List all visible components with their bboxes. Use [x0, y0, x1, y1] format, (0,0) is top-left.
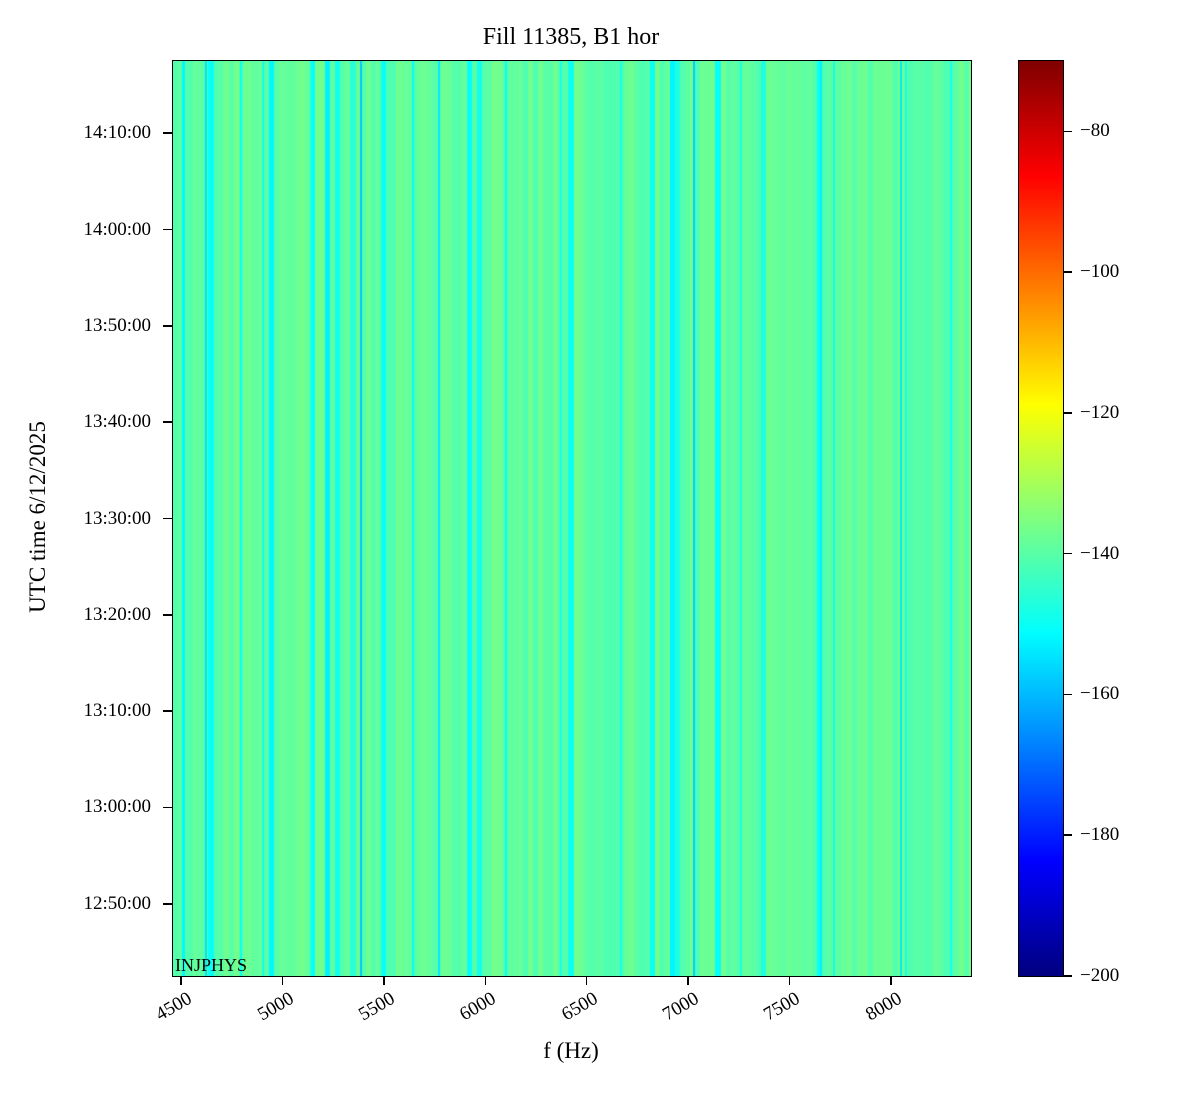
annotation-injphys: INJPHYS [175, 955, 248, 975]
colorbar-tick-label: −160 [1080, 683, 1120, 705]
colorbar-tick-mark [1064, 271, 1072, 273]
x-tick-label: 5000 [253, 988, 297, 1026]
x-tick-mark [281, 977, 284, 985]
colorbar-tick-label: −120 [1080, 401, 1120, 423]
y-axis-ticks: 14:10:00 14:00:00 13:50:00 13:40:00 13:30:00… [0, 0, 157, 1100]
x-tick-mark [585, 977, 588, 985]
x-tick-label: 8000 [861, 988, 906, 1026]
x-tick-mark [383, 977, 385, 985]
y-tick-label: 12:50:00 [83, 892, 151, 914]
y-tick-label: 14:10:00 [83, 122, 151, 144]
x-tick-label: 7000 [659, 988, 703, 1026]
y-tick-mark [163, 710, 172, 712]
x-tick-mark [484, 977, 487, 985]
x-tick-label: 6000 [456, 988, 500, 1026]
x-tick-mark [180, 977, 182, 985]
x-tick-label: 6500 [557, 988, 602, 1026]
x-axis-label: f (Hz) [543, 1038, 599, 1063]
y-tick-label: 14:00:00 [83, 218, 151, 240]
y-tick-mark [163, 132, 172, 134]
x-tick-label: 5500 [354, 988, 399, 1026]
y-tick-label: 13:30:00 [83, 507, 151, 529]
colorbar-tick-mark [1064, 130, 1072, 133]
y-tick-mark [163, 903, 172, 905]
y-tick-label: 13:00:00 [83, 796, 151, 818]
y-tick-mark [163, 517, 172, 520]
x-tick-mark [788, 977, 791, 985]
y-tick-label: 13:20:00 [83, 603, 151, 625]
x-tick-label: 4500 [152, 988, 196, 1026]
plot-area: INJPHYS [172, 60, 972, 977]
x-tick-mark [890, 977, 892, 985]
x-tick-mark [687, 977, 689, 985]
y-tick-label: 13:50:00 [83, 314, 151, 336]
y-tick-label: 13:10:00 [83, 700, 151, 722]
colorbar-tick-mark [1064, 552, 1072, 555]
y-tick-mark [163, 421, 172, 423]
y-tick-mark [163, 806, 172, 809]
y-tick-mark [163, 325, 172, 327]
y-tick-mark [163, 228, 172, 231]
y-tick-label: 13:40:00 [83, 411, 151, 433]
colorbar-tick-mark [1064, 412, 1072, 414]
colorbar-tick-label: −100 [1080, 261, 1120, 283]
y-tick-mark [163, 614, 172, 616]
x-tick-label: 7500 [760, 988, 804, 1026]
colorbar-tick-mark [1064, 693, 1072, 696]
colorbar [1018, 60, 1064, 977]
colorbar-tick-label: −140 [1080, 542, 1120, 564]
colorbar-tick-mark [1064, 975, 1072, 977]
colorbar-tick-label: −80 [1080, 120, 1110, 142]
colorbar-tick-mark [1064, 834, 1072, 836]
colorbar-canvas [1019, 61, 1063, 976]
chart-title: Fill 11385, B1 hor [482, 24, 660, 50]
colorbar-tick-label: −180 [1080, 824, 1120, 846]
colorbar-tick-label: −200 [1080, 965, 1120, 986]
heatmap-canvas [173, 61, 971, 976]
